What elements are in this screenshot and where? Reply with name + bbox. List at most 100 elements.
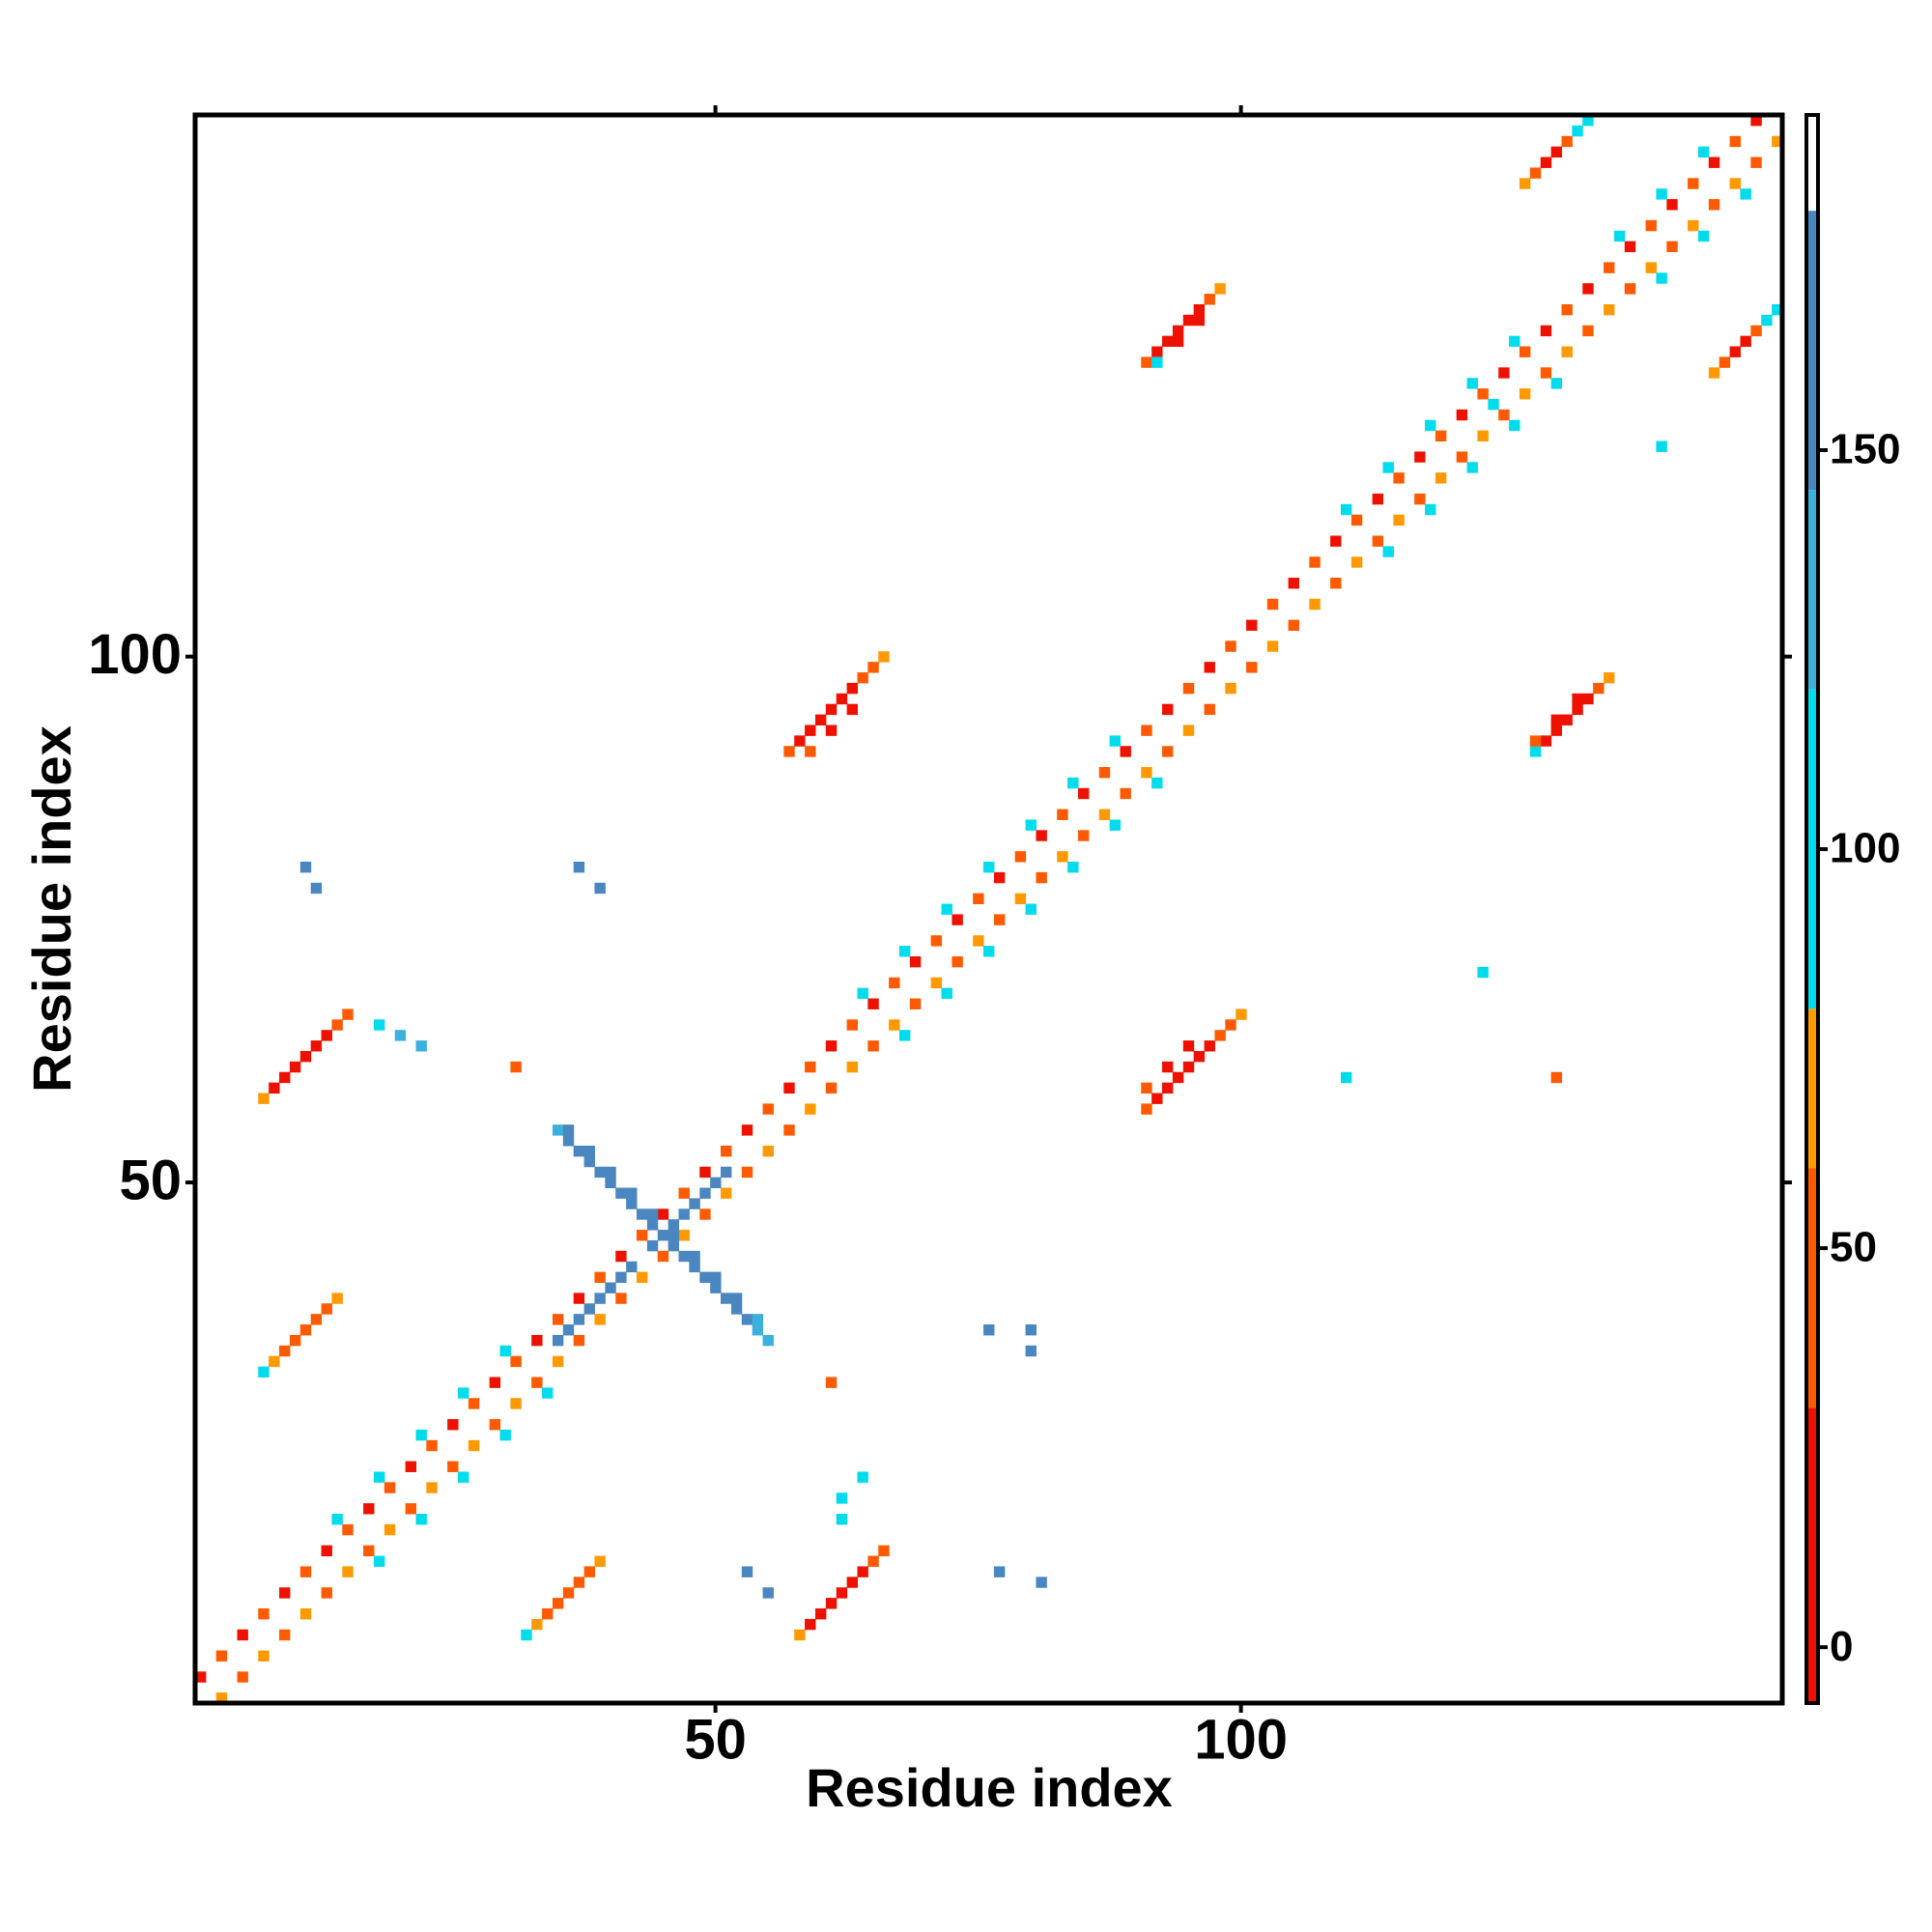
- heat-cell: [605, 1177, 616, 1189]
- heat-cell: [1382, 462, 1394, 473]
- heat-cell: [499, 1429, 511, 1441]
- heat-cell: [321, 1587, 332, 1599]
- heat-cell: [762, 1587, 774, 1599]
- colorbar-band: [1806, 490, 1818, 690]
- heat-cell: [741, 1566, 753, 1577]
- heat-cell: [594, 1166, 606, 1179]
- heat-cell: [626, 1187, 638, 1199]
- heat-cell: [636, 1208, 648, 1220]
- heat-cell: [1193, 314, 1206, 327]
- heat-cell: [279, 1629, 291, 1641]
- heat-cell: [299, 862, 312, 873]
- heat-cell: [730, 1303, 743, 1315]
- heat-cell: [1288, 578, 1299, 589]
- heat-cell: [552, 1598, 564, 1609]
- heat-cell: [363, 1545, 375, 1557]
- heat-cell: [1141, 767, 1152, 779]
- heat-cell: [1550, 146, 1563, 158]
- heat-cell: [215, 1650, 228, 1662]
- heat-cell: [458, 1387, 469, 1399]
- heat-cell: [878, 1545, 890, 1557]
- heat-cell: [447, 1419, 459, 1431]
- heat-cell: [657, 1230, 669, 1241]
- heat-cell: [289, 1334, 301, 1347]
- heat-cell: [1162, 746, 1174, 757]
- heat-cell: [468, 1439, 480, 1452]
- heat-cell: [279, 1587, 291, 1599]
- heat-cell: [562, 1124, 575, 1136]
- heat-cell: [1477, 966, 1489, 979]
- heat-cell: [1519, 346, 1531, 357]
- heat-cell: [825, 1377, 838, 1388]
- heat-cell: [279, 1071, 291, 1084]
- heat-cell: [1193, 1050, 1206, 1063]
- heat-cell: [1098, 809, 1111, 820]
- heat-cell: [373, 1471, 385, 1483]
- heat-cell: [1708, 156, 1720, 168]
- heat-cell: [583, 1566, 595, 1577]
- heat-cell: [814, 714, 827, 725]
- heat-cell: [983, 1324, 995, 1336]
- heat-cell: [258, 1093, 270, 1104]
- heat-cell: [1582, 325, 1594, 337]
- heat-cell: [1729, 178, 1741, 189]
- heat-cell: [1057, 851, 1068, 863]
- heat-cell: [1604, 303, 1615, 316]
- heat-cell: [1151, 346, 1163, 357]
- heat-cell: [846, 1019, 858, 1031]
- heat-cell: [1204, 294, 1215, 305]
- heat-cell: [1098, 767, 1111, 779]
- heat-cell: [1666, 199, 1678, 211]
- heat-cell: [1036, 830, 1047, 841]
- heat-cell: [1341, 1071, 1352, 1084]
- heat-cell: [825, 1082, 838, 1094]
- heat-cell: [279, 1345, 291, 1357]
- heat-cell: [1309, 556, 1321, 568]
- heat-cell: [993, 1566, 1006, 1577]
- heat-cell: [310, 1314, 323, 1325]
- heat-cell: [1288, 619, 1299, 631]
- heat-cell: [1182, 1061, 1195, 1073]
- colorbar-tick-label: 0: [1830, 1623, 1853, 1670]
- heat-cell: [1109, 735, 1122, 747]
- heat-cell: [615, 1271, 627, 1284]
- heat-cell: [1204, 662, 1215, 673]
- heat-cell: [867, 1040, 879, 1052]
- heat-cell: [710, 1271, 722, 1284]
- heat-cell: [1613, 230, 1626, 242]
- heat-cell: [321, 1303, 332, 1315]
- colorbar-tick-label: 50: [1830, 1224, 1877, 1271]
- heat-cell: [384, 1523, 396, 1536]
- heat-cell: [1750, 115, 1762, 127]
- heat-cell: [299, 1050, 312, 1063]
- heat-cell: [889, 1019, 900, 1031]
- heat-cell: [363, 1503, 375, 1515]
- heat-cell: [562, 1587, 575, 1599]
- heat-cell: [805, 1061, 816, 1073]
- heat-cell: [1582, 115, 1594, 127]
- heat-cell: [510, 1061, 522, 1073]
- heat-cell: [993, 914, 1006, 925]
- heat-cell: [721, 1293, 732, 1304]
- heat-cell: [646, 1208, 659, 1220]
- heat-cell: [1309, 598, 1321, 611]
- heat-cell: [699, 1208, 711, 1220]
- heat-cell: [805, 724, 816, 736]
- heat-cell: [1772, 135, 1783, 148]
- heat-cell: [1109, 819, 1122, 831]
- heat-cell: [1172, 325, 1184, 337]
- heat-cell: [867, 1555, 879, 1567]
- heat-cell: [1761, 314, 1773, 327]
- heat-cell: [636, 1230, 648, 1241]
- heat-cell: [310, 882, 323, 895]
- heat-cell: [1330, 578, 1342, 589]
- heat-cell: [237, 1629, 248, 1641]
- heat-cell: [573, 862, 585, 873]
- heat-cell: [752, 1324, 764, 1336]
- heat-cell: [825, 724, 838, 736]
- heat-cell: [752, 1314, 764, 1325]
- heat-cell: [952, 955, 963, 968]
- heat-cell: [258, 1366, 270, 1378]
- heat-cell: [836, 1492, 848, 1504]
- heat-cell: [573, 1145, 585, 1157]
